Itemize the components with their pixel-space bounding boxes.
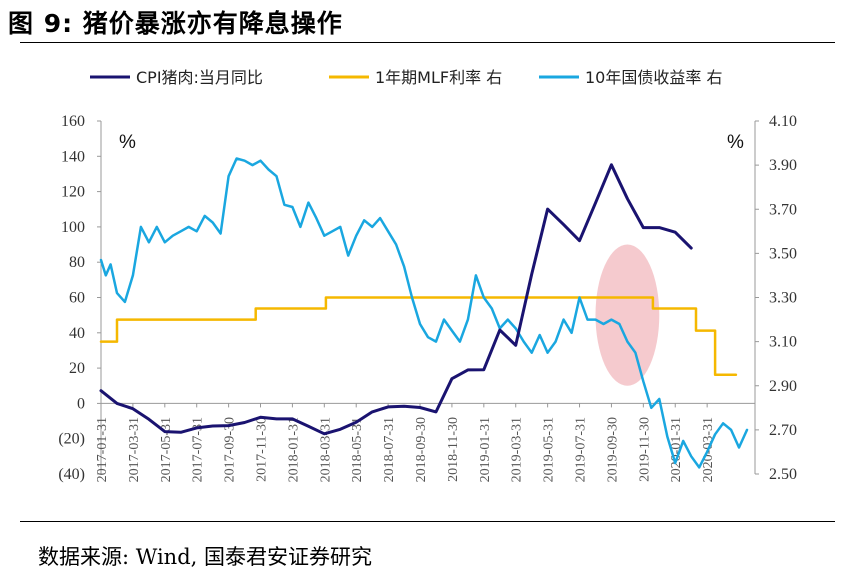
highlight-ellipse <box>595 244 660 386</box>
x-tick-label: 2018-01-31 <box>286 417 301 482</box>
bottom-rule <box>20 521 835 522</box>
top-rule <box>20 42 835 43</box>
legend-label-cpi_pork: CPI猪肉:当月同比 <box>136 68 263 87</box>
left-tick-label: 160 <box>61 113 85 130</box>
x-tick-label: 2017-11-30 <box>255 417 270 482</box>
cpi-pork-line <box>99 163 693 436</box>
x-tick-label: 2018-11-30 <box>446 417 461 482</box>
right-unit-label: % <box>727 132 744 153</box>
right-tick-label: 2.50 <box>769 466 797 483</box>
x-tick-label: 2019-01-31 <box>478 417 493 482</box>
left-tick-label: 40 <box>69 325 85 342</box>
x-tick-label: 2018-05-31 <box>350 417 365 482</box>
x-tick-label: 2017-05-31 <box>159 417 174 482</box>
left-unit-label: % <box>119 132 136 153</box>
x-tick-label: 2019-09-30 <box>605 417 620 482</box>
right-tick-label: 3.70 <box>769 201 797 218</box>
x-tick-label: 2018-09-30 <box>414 417 429 482</box>
x-tick-label: 2017-03-31 <box>127 417 142 482</box>
right-tick-label: 3.10 <box>769 334 797 351</box>
x-tick-label: 2017-09-30 <box>223 417 238 482</box>
right-tick-label: 2.70 <box>769 422 797 439</box>
left-tick-label: 140 <box>61 148 85 165</box>
x-tick-label: 2018-03-31 <box>318 417 333 482</box>
x-tick-label: 2017-07-31 <box>191 417 206 482</box>
left-tick-label: 100 <box>61 219 85 236</box>
left-tick-label: 60 <box>69 290 85 307</box>
left-tick-label: (40) <box>58 466 85 483</box>
figure-title: 图 9: 猪价暴涨亦有降息操作 <box>8 9 343 38</box>
left-tick-label: (20) <box>58 431 85 448</box>
right-tick-label: 3.30 <box>769 290 797 307</box>
chart-canvas: CPI猪肉:当月同比 1年期MLF利率 右 10年国债收益率 右 160 140 120… <box>58 68 797 483</box>
left-tick-label: 20 <box>69 360 85 377</box>
chart-series <box>99 157 749 469</box>
bond-10y-line <box>99 157 749 469</box>
x-tick-label: 2019-07-31 <box>574 417 589 482</box>
highlight-ellipse-shape <box>595 244 660 386</box>
x-tick-label: 2019-03-31 <box>510 417 525 482</box>
left-tick-label: 120 <box>61 184 85 201</box>
chart-axes: 160 140 120 100 80 60 40 20 0 (20) (40) 4.10 3.90 3.7… <box>58 113 797 483</box>
x-tick-label: 2018-07-31 <box>382 417 397 482</box>
x-tick-label: 2017-01-31 <box>95 417 110 482</box>
x-tick-label: 2019-11-30 <box>637 417 652 482</box>
right-tick-label: 2.90 <box>769 378 797 395</box>
x-tick-label: 2019-05-31 <box>542 417 557 482</box>
chart-legend: CPI猪肉:当月同比 1年期MLF利率 右 10年国债收益率 右 <box>90 68 722 87</box>
left-tick-label: 0 <box>77 395 85 412</box>
source-note: 数据来源: Wind, 国泰君安证券研究 <box>38 545 372 569</box>
left-tick-label: 80 <box>69 254 85 271</box>
right-tick-label: 3.50 <box>769 245 797 262</box>
mlf-rate-line <box>99 296 738 376</box>
right-tick-label: 3.90 <box>769 157 797 174</box>
legend-label-bond10y: 10年国债收益率 右 <box>585 68 722 87</box>
x-tick-label: 2020-01-31 <box>669 417 684 482</box>
legend-label-mlf: 1年期MLF利率 右 <box>375 68 502 87</box>
right-tick-label: 4.10 <box>769 113 797 130</box>
